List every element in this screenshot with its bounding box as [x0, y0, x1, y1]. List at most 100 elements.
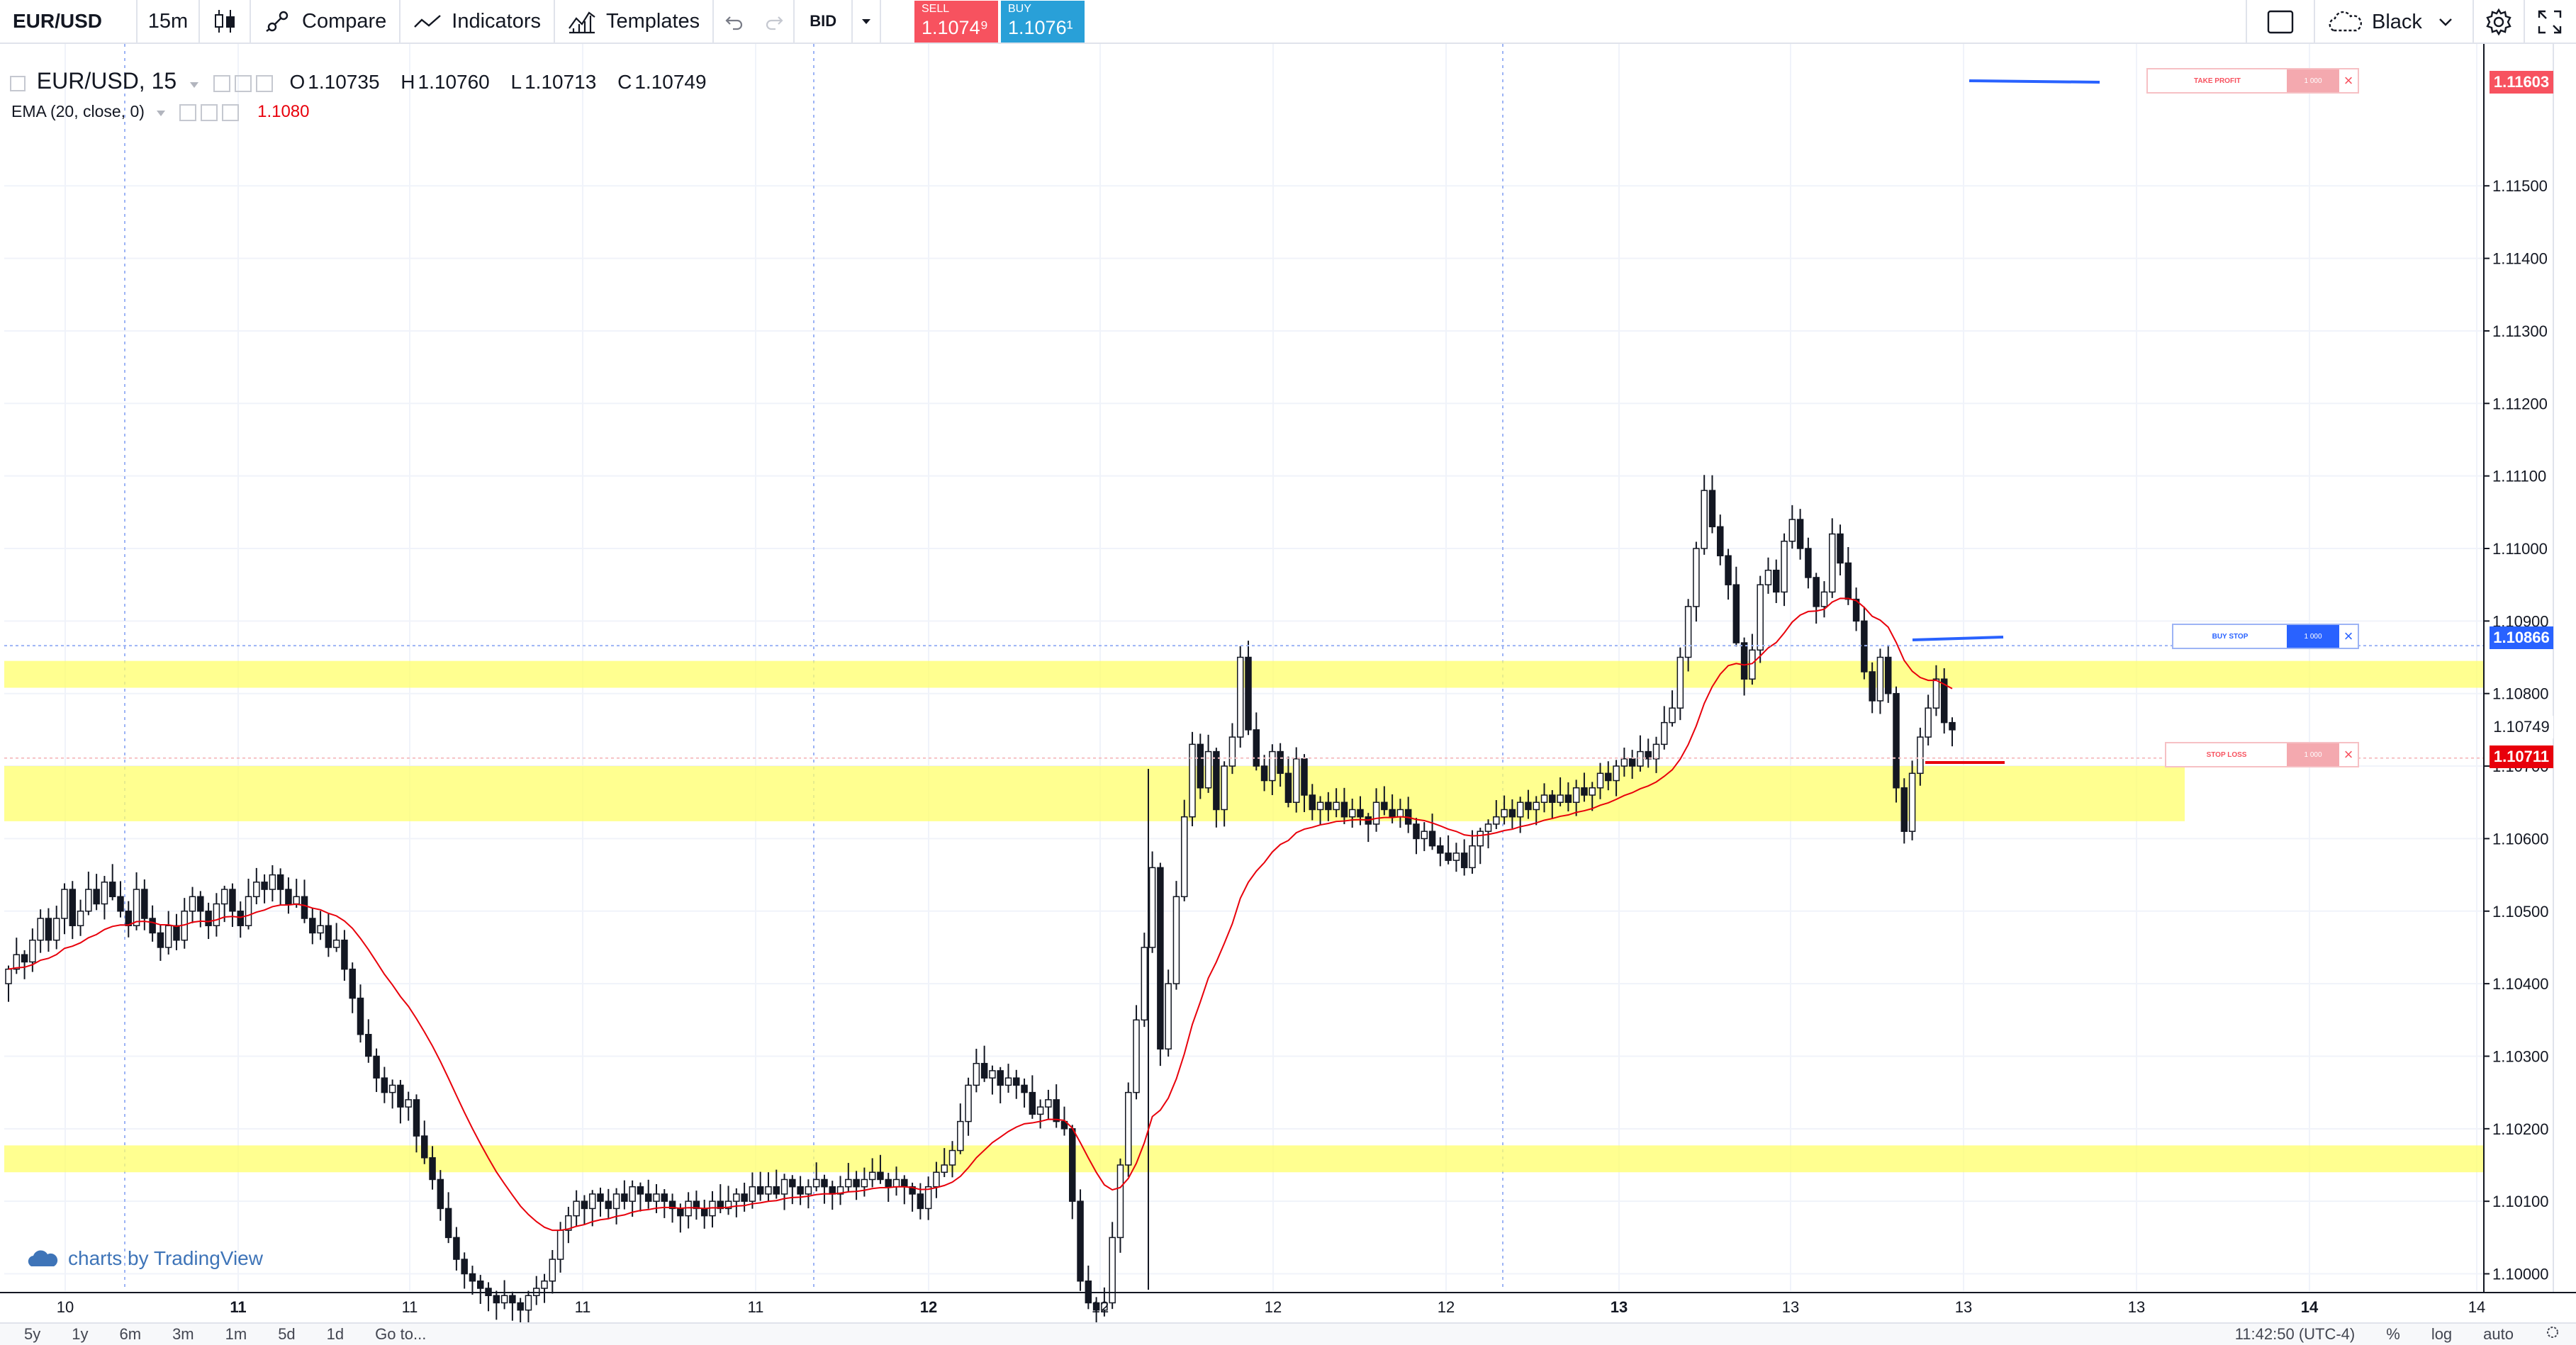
close-icon[interactable]: × — [2343, 627, 2353, 645]
time-axis[interactable]: 10 11 11 11 11 12 12 12 12 13 13 13 13 14 14 — [0, 1292, 2576, 1316]
candle-body — [1757, 584, 1764, 651]
price-source-button[interactable]: BID — [795, 0, 853, 43]
open-value: 1.10735 — [308, 71, 380, 93]
sell-button[interactable]: SELL 1.1074⁹ — [914, 1, 998, 43]
auto-toggle[interactable]: auto — [2483, 1325, 2514, 1343]
candle-body — [1172, 896, 1180, 984]
candle — [629, 1180, 636, 1217]
candle — [1133, 1005, 1140, 1100]
candle-body — [93, 889, 100, 905]
candle — [541, 1273, 548, 1303]
take-profit-order[interactable]: TAKE PROFIT 1 000 × — [2146, 68, 2359, 94]
buy-stop-qty[interactable]: 1 000 — [2287, 625, 2339, 648]
tradingview-watermark[interactable]: charts by TradingView — [26, 1247, 263, 1270]
close-icon[interactable]: × — [2343, 72, 2353, 89]
candle — [1813, 573, 1820, 624]
fullscreen-toggle[interactable] — [2246, 0, 2314, 44]
collapse-legend-icon[interactable] — [10, 75, 26, 91]
range-1d[interactable]: 1d — [326, 1325, 345, 1343]
settings-button[interactable] — [2473, 0, 2524, 44]
order-lines — [4, 79, 2484, 764]
candle — [756, 1171, 764, 1201]
candle-body — [61, 889, 68, 919]
stop-loss-qty[interactable]: 1 000 — [2287, 743, 2339, 766]
redo-button[interactable] — [755, 0, 795, 43]
range-1m[interactable]: 1m — [225, 1325, 247, 1343]
candle — [1013, 1069, 1020, 1099]
chart-settings-button[interactable] — [2529, 1324, 2576, 1344]
candle — [1053, 1084, 1060, 1128]
candle — [461, 1252, 468, 1289]
percent-toggle[interactable]: % — [2386, 1325, 2400, 1343]
close-icon[interactable] — [255, 74, 273, 92]
candle-body — [1477, 831, 1484, 847]
goto-button[interactable]: Go to... — [375, 1325, 427, 1343]
candle — [573, 1190, 580, 1227]
interval-selector[interactable]: 15m — [138, 0, 200, 43]
take-profit-qty[interactable]: 1 000 — [2287, 69, 2339, 92]
candle-body — [1292, 758, 1300, 803]
buy-stop-order[interactable]: BUY STOP 1 000 × — [2172, 624, 2359, 649]
range-5y[interactable]: 5y — [24, 1325, 41, 1343]
caret-down-icon[interactable] — [156, 110, 166, 117]
candle — [1637, 735, 1644, 772]
eye-icon[interactable] — [179, 103, 196, 121]
close-icon[interactable]: × — [2343, 745, 2353, 763]
log-toggle[interactable]: log — [2431, 1325, 2453, 1343]
candle — [1357, 796, 1364, 826]
range-5d[interactable]: 5d — [278, 1325, 296, 1343]
price-tick-label: 1.11000 — [2492, 540, 2548, 558]
candle-body — [37, 918, 44, 941]
buy-button[interactable]: BUY 1.1076¹ — [1001, 1, 1085, 43]
eye-icon[interactable] — [213, 74, 230, 92]
candle-body — [1357, 809, 1364, 818]
templates-button[interactable]: Templates — [555, 0, 715, 43]
price-source-dropdown[interactable] — [853, 0, 882, 43]
candle-body — [1013, 1077, 1020, 1086]
candle-body — [965, 1084, 972, 1122]
candle-body — [1309, 794, 1316, 811]
candle-body — [1260, 765, 1268, 782]
close-icon[interactable] — [221, 103, 239, 121]
candle-body — [741, 1193, 748, 1202]
undo-button[interactable] — [714, 0, 755, 43]
compare-button[interactable]: Compare — [251, 0, 401, 43]
templates-label: Templates — [606, 9, 700, 33]
price-chart[interactable]: 1.11500 1.11400 1.11300 1.11200 1.11100 1.110… — [0, 44, 2576, 1322]
expand-button[interactable] — [2524, 0, 2575, 44]
settings-icon[interactable] — [234, 74, 252, 92]
candle — [1820, 581, 1828, 618]
chart-style-button[interactable] — [200, 0, 251, 43]
candle-body — [948, 1149, 956, 1166]
candle-body — [1284, 772, 1292, 803]
candle-body — [829, 1186, 836, 1195]
symbol-search[interactable]: EUR/USD — [0, 0, 138, 43]
candle-body — [1613, 765, 1620, 782]
candle — [1501, 795, 1508, 825]
candle-body — [317, 925, 324, 934]
settings-icon[interactable] — [200, 103, 218, 121]
time-tick-label: 11 — [402, 1298, 418, 1316]
range-1y[interactable]: 1y — [72, 1325, 89, 1343]
price-axis[interactable]: 1.11500 1.11400 1.11300 1.11200 1.11100 1.110… — [2483, 44, 2576, 1293]
undo-icon — [725, 16, 743, 30]
candle — [853, 1171, 860, 1200]
candle-series — [5, 475, 1956, 1322]
theme-selector[interactable]: Black — [2314, 0, 2473, 44]
candle-body — [108, 882, 116, 898]
candle — [1605, 761, 1612, 791]
candle — [868, 1158, 876, 1188]
candle-body — [245, 896, 252, 926]
candle — [317, 911, 324, 940]
caret-down-icon[interactable] — [189, 81, 199, 89]
candle-body — [637, 1186, 644, 1195]
range-6m[interactable]: 6m — [119, 1325, 142, 1343]
indicators-button[interactable]: Indicators — [401, 0, 556, 43]
stop-loss-order[interactable]: STOP LOSS 1 000 × — [2165, 742, 2359, 767]
range-3m[interactable]: 3m — [172, 1325, 194, 1343]
clock-label: 11:42:50 (UTC-4) — [2234, 1325, 2356, 1343]
candle — [1189, 731, 1196, 826]
candle — [1525, 789, 1532, 819]
candle-body — [749, 1186, 756, 1202]
candle-body — [1764, 569, 1772, 585]
